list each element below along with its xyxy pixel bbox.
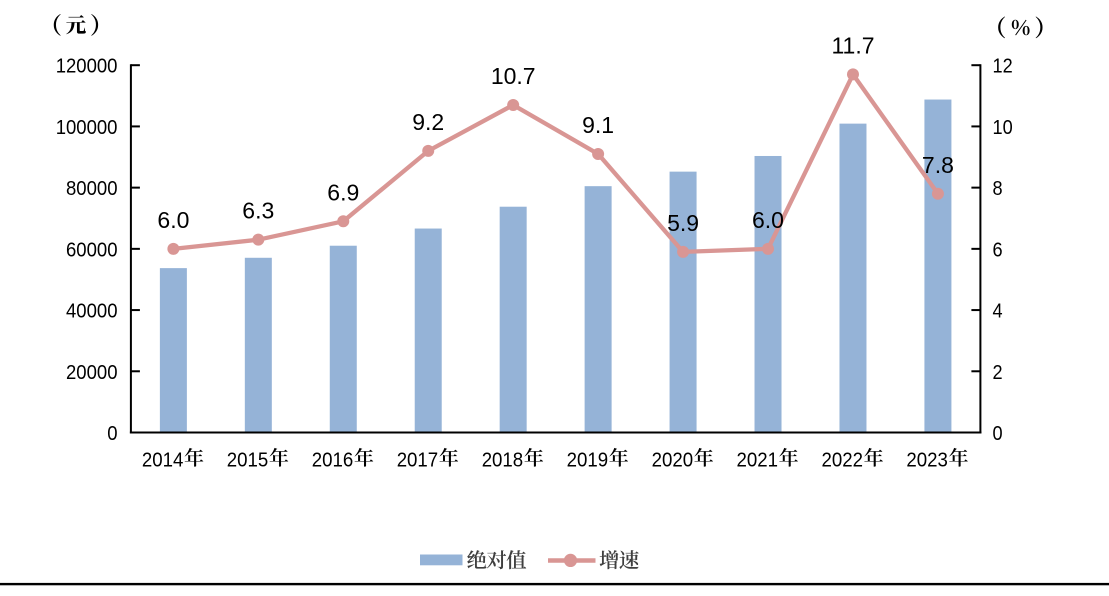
svg-text:10.7: 10.7 [491,63,536,89]
svg-text:2023: 2023 [906,450,948,472]
svg-text:6.9: 6.9 [327,179,359,205]
svg-text:60000: 60000 [66,238,118,261]
svg-text:6.0: 6.0 [157,207,189,233]
svg-text:2018: 2018 [482,450,524,472]
svg-text:40000: 40000 [66,300,118,323]
svg-text:12: 12 [993,55,1013,78]
svg-text:9.1: 9.1 [582,112,614,138]
svg-text:0: 0 [993,422,1003,445]
svg-text:8: 8 [993,177,1003,200]
svg-text:6.0: 6.0 [752,207,784,233]
svg-text:2021: 2021 [737,450,779,472]
svg-text:6: 6 [993,238,1003,261]
svg-text:2016: 2016 [312,450,354,472]
svg-text:2020: 2020 [652,450,694,472]
svg-text:5.9: 5.9 [667,210,699,236]
svg-text:120000: 120000 [56,55,118,78]
svg-text:2019: 2019 [567,450,609,472]
svg-text:2015: 2015 [227,450,268,472]
svg-text:6.3: 6.3 [242,198,274,224]
svg-text:0: 0 [107,422,117,445]
svg-text:20000: 20000 [66,361,118,384]
svg-text:11.7: 11.7 [831,32,874,58]
svg-text:2: 2 [993,361,1003,384]
svg-text:4: 4 [993,300,1003,323]
svg-text:2014: 2014 [142,450,184,472]
svg-text:100000: 100000 [56,116,118,139]
svg-text:2022: 2022 [822,450,864,472]
svg-text:7.8: 7.8 [922,152,954,178]
svg-text:2017: 2017 [397,450,439,472]
svg-text:80000: 80000 [66,177,118,200]
svg-text:10: 10 [993,116,1013,139]
svg-text:9.2: 9.2 [412,109,444,135]
